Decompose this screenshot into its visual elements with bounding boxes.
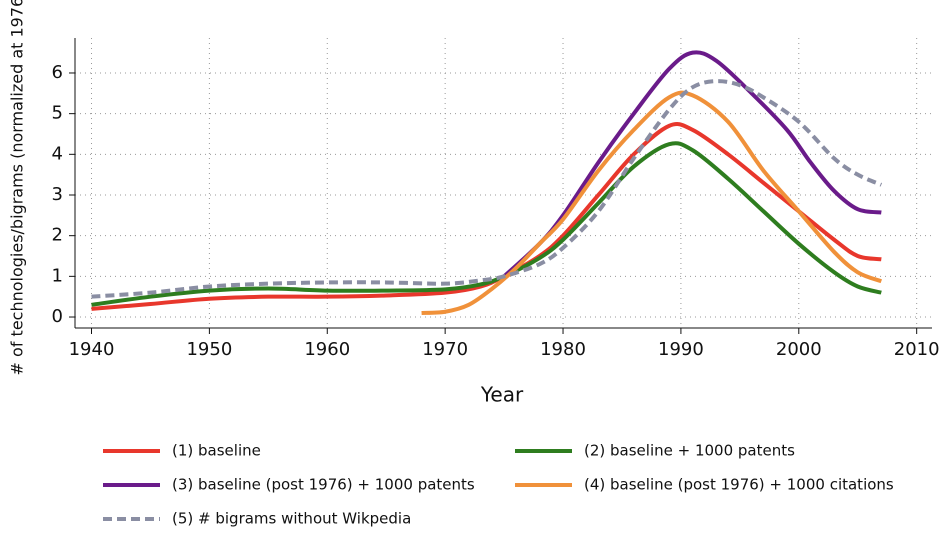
series-line: [502, 50, 882, 278]
x-axis-label: Year: [480, 383, 524, 407]
x-tick-label: 1970: [422, 339, 468, 360]
series-line: [91, 79, 883, 299]
series-line: [91, 122, 882, 311]
series-line: [91, 141, 882, 307]
x-tick-label: 1980: [540, 339, 586, 360]
legend-label: (5) # bigrams without Wikpedia: [172, 510, 411, 528]
y-tick-label: 6: [52, 62, 63, 83]
y-axis-label: # of technologies/bigrams (normalized at…: [8, 0, 27, 375]
series-line: [421, 90, 883, 315]
x-tick-label: 1990: [658, 339, 704, 360]
x-tick-label: 1940: [69, 339, 115, 360]
legend-label: (3) baseline (post 1976) + 1000 patents: [172, 476, 475, 494]
y-tick-label: 1: [52, 265, 63, 286]
x-tick-label: 1960: [304, 339, 350, 360]
x-tick-label: 1950: [186, 339, 232, 360]
x-tick-label: 2010: [894, 339, 940, 360]
y-tick-label: 5: [52, 103, 63, 124]
y-tick-label: 4: [52, 143, 63, 164]
x-tick-label: 2000: [776, 339, 822, 360]
y-tick-label: 0: [52, 306, 63, 327]
legend-label: (4) baseline (post 1976) + 1000 citation…: [584, 476, 894, 494]
y-tick-label: 3: [52, 184, 63, 205]
legend-label: (1) baseline: [172, 442, 261, 460]
legend-label: (2) baseline + 1000 patents: [584, 442, 795, 460]
y-tick-label: 2: [52, 225, 63, 246]
